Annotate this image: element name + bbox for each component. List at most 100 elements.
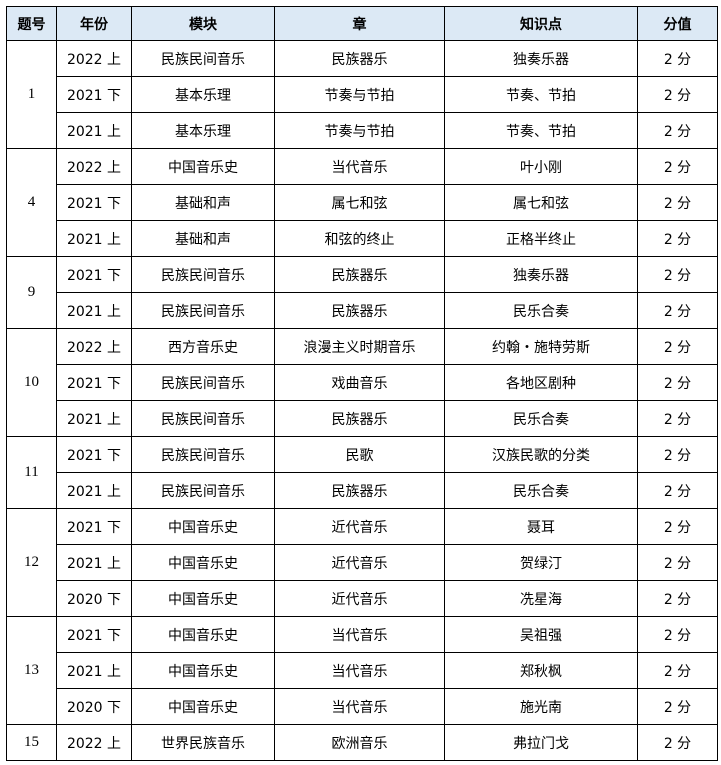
header-year: 年份 bbox=[56, 6, 132, 41]
score-cell: 2 分 bbox=[637, 328, 718, 365]
table-row: 2021 上基本乐理 节奏与节拍 节奏、节拍 2 分 bbox=[7, 112, 718, 149]
question-number-cell: 15 bbox=[6, 724, 57, 761]
chapter-cell: 节奏与节拍 bbox=[274, 112, 445, 149]
score-cell: 2 分 bbox=[637, 184, 718, 221]
chapter-cell: 戏曲音乐 bbox=[274, 364, 445, 401]
module-cell: 民族民间音乐 bbox=[131, 292, 275, 329]
chapter-cell: 近代音乐 bbox=[274, 508, 445, 545]
year-cell: 2021 上 bbox=[56, 544, 132, 581]
table-row: 13 2021 下中国音乐史 当代音乐 吴祖强 2 分 bbox=[6, 616, 718, 725]
header-knowledge-point: 知识点 bbox=[444, 6, 638, 41]
module-cell: 中国音乐史 bbox=[131, 652, 275, 689]
year-cell: 2021 下 bbox=[56, 76, 132, 113]
chapter-cell: 民族器乐 bbox=[274, 292, 445, 329]
knowledge-point-cell: 聂耳 bbox=[444, 508, 638, 545]
knowledge-point-cell: 民乐合奏 bbox=[444, 472, 638, 509]
knowledge-point-cell: 正格半终止 bbox=[444, 220, 638, 257]
module-cell: 中国音乐史 bbox=[131, 580, 275, 617]
year-cell: 2021 下 bbox=[56, 256, 132, 293]
module-cell: 民族民间音乐 bbox=[131, 472, 275, 509]
header-row: 题号 年份 模块 章 知识点 分值 bbox=[6, 6, 718, 41]
score-cell: 2 分 bbox=[637, 148, 718, 185]
chapter-cell: 民族器乐 bbox=[274, 400, 445, 437]
table-row: 11 2021 下民族民间音乐 民歌 汉族民歌的分类 2 分 bbox=[6, 436, 718, 509]
table-row: 15 2022 上世界民族音乐 欧洲音乐 弗拉门戈 2 分 bbox=[6, 724, 718, 761]
score-cell: 2 分 bbox=[637, 544, 718, 581]
knowledge-point-cell: 汉族民歌的分类 bbox=[444, 436, 638, 473]
year-cell: 2021 下 bbox=[56, 436, 132, 473]
question-number-cell: 13 bbox=[6, 616, 57, 725]
question-number-cell: 10 bbox=[6, 328, 57, 437]
header-question-no: 题号 bbox=[6, 6, 57, 41]
year-cell: 2022 上 bbox=[56, 40, 132, 77]
knowledge-point-cell: 独奏乐器 bbox=[444, 256, 638, 293]
year-cell: 2021 上 bbox=[56, 472, 132, 509]
chapter-cell: 民族器乐 bbox=[274, 472, 445, 509]
score-cell: 2 分 bbox=[637, 40, 718, 77]
chapter-cell: 民族器乐 bbox=[274, 256, 445, 293]
module-cell: 中国音乐史 bbox=[131, 616, 275, 653]
table-row: 9 2021 下民族民间音乐 民族器乐 独奏乐器 2 分 bbox=[6, 256, 718, 329]
table-row: 2021 下基本乐理 节奏与节拍 节奏、节拍 2 分 bbox=[7, 76, 718, 113]
score-cell: 2 分 bbox=[637, 688, 718, 725]
module-cell: 民族民间音乐 bbox=[131, 256, 275, 293]
table-row: 2021 上中国音乐史 当代音乐 郑秋枫 2 分 bbox=[7, 652, 718, 689]
year-cell: 2021 下 bbox=[56, 364, 132, 401]
module-cell: 中国音乐史 bbox=[131, 544, 275, 581]
module-cell: 民族民间音乐 bbox=[131, 40, 275, 77]
score-cell: 2 分 bbox=[637, 508, 718, 545]
module-cell: 世界民族音乐 bbox=[131, 724, 275, 761]
question-number-cell: 12 bbox=[6, 508, 57, 617]
year-cell: 2022 上 bbox=[56, 328, 132, 365]
chapter-cell: 浪漫主义时期音乐 bbox=[274, 328, 445, 365]
chapter-cell: 民族器乐 bbox=[274, 40, 445, 77]
header-score: 分值 bbox=[637, 6, 718, 41]
question-number-cell: 11 bbox=[6, 436, 57, 509]
score-cell: 2 分 bbox=[637, 472, 718, 509]
year-cell: 2021 上 bbox=[56, 400, 132, 437]
knowledge-point-cell: 节奏、节拍 bbox=[444, 112, 638, 149]
chapter-cell: 近代音乐 bbox=[274, 580, 445, 617]
table-row: 2021 下民族民间音乐 戏曲音乐 各地区剧种 2 分 bbox=[7, 364, 718, 401]
module-cell: 中国音乐史 bbox=[131, 148, 275, 185]
table-row: 4 2022 上中国音乐史 当代音乐 叶小刚 2 分 bbox=[6, 148, 718, 257]
module-cell: 基础和声 bbox=[131, 184, 275, 221]
year-cell: 2021 下 bbox=[56, 616, 132, 653]
chapter-cell: 民歌 bbox=[274, 436, 445, 473]
header-module: 模块 bbox=[131, 6, 275, 41]
score-cell: 2 分 bbox=[637, 292, 718, 329]
score-cell: 2 分 bbox=[637, 580, 718, 617]
year-cell: 2022 上 bbox=[56, 724, 132, 761]
score-cell: 2 分 bbox=[637, 652, 718, 689]
table-row: 10 2022 上西方音乐史 浪漫主义时期音乐 约翰・施特劳斯 2 分 bbox=[6, 328, 718, 437]
table-row: 2021 上民族民间音乐 民族器乐 民乐合奏 2 分 bbox=[7, 400, 718, 437]
score-cell: 2 分 bbox=[637, 220, 718, 257]
question-number-cell: 1 bbox=[6, 40, 57, 149]
exam-knowledge-table: 题号 年份 模块 章 知识点 分值 1 2022 上民族民间音乐 民族器乐 独奏乐器 2… bbox=[6, 6, 718, 761]
module-cell: 中国音乐史 bbox=[131, 688, 275, 725]
question-number-cell: 4 bbox=[6, 148, 57, 257]
module-cell: 民族民间音乐 bbox=[131, 400, 275, 437]
question-number-cell: 9 bbox=[6, 256, 57, 329]
table-row: 2021 上基础和声 和弦的终止 正格半终止 2 分 bbox=[7, 220, 718, 257]
year-cell: 2020 下 bbox=[56, 580, 132, 617]
chapter-cell: 欧洲音乐 bbox=[274, 724, 445, 761]
knowledge-point-cell: 叶小刚 bbox=[444, 148, 638, 185]
module-cell: 民族民间音乐 bbox=[131, 364, 275, 401]
module-cell: 基础和声 bbox=[131, 220, 275, 257]
year-cell: 2021 上 bbox=[56, 220, 132, 257]
module-cell: 西方音乐史 bbox=[131, 328, 275, 365]
knowledge-point-cell: 约翰・施特劳斯 bbox=[444, 328, 638, 365]
table-row: 2020 下中国音乐史 当代音乐 施光南 2 分 bbox=[7, 688, 718, 725]
year-cell: 2021 下 bbox=[56, 184, 132, 221]
year-cell: 2020 下 bbox=[56, 688, 132, 725]
knowledge-point-cell: 民乐合奏 bbox=[444, 292, 638, 329]
module-cell: 民族民间音乐 bbox=[131, 436, 275, 473]
knowledge-point-cell: 独奏乐器 bbox=[444, 40, 638, 77]
knowledge-point-cell: 施光南 bbox=[444, 688, 638, 725]
score-cell: 2 分 bbox=[637, 724, 718, 761]
year-cell: 2021 上 bbox=[56, 112, 132, 149]
knowledge-point-cell: 弗拉门戈 bbox=[444, 724, 638, 761]
knowledge-point-cell: 各地区剧种 bbox=[444, 364, 638, 401]
chapter-cell: 当代音乐 bbox=[274, 688, 445, 725]
